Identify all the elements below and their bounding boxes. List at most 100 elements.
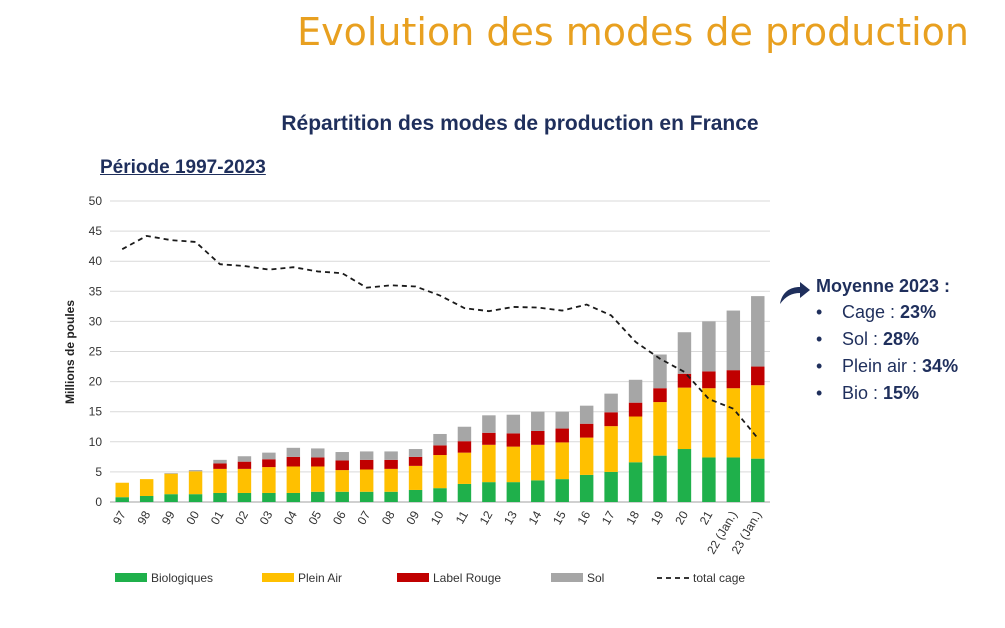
- bar-biologiques: [506, 482, 521, 502]
- averages-list: • Cage : 23% • Sol : 28% • Plein air : 34% …: [816, 302, 958, 404]
- x-tick-label: 04: [281, 508, 300, 527]
- bar-plein-air: [751, 385, 765, 459]
- bar-biologiques: [139, 495, 154, 502]
- bar-biologiques: [335, 491, 349, 502]
- bar-plein-air: [164, 473, 178, 495]
- average-plein-air: • Plein air : 34%: [816, 356, 958, 377]
- bar-biologiques: [604, 471, 618, 502]
- average-label: Bio :: [842, 383, 884, 403]
- average-value: 15%: [883, 383, 920, 403]
- period-label: Période 1997-2023: [100, 157, 266, 178]
- y-tick-label: 45: [89, 224, 103, 238]
- bar-plein-air: [482, 444, 496, 483]
- bar-biologiques: [457, 483, 472, 502]
- average-cage: • Cage : 23%: [816, 302, 958, 323]
- bar-plein-air: [555, 442, 569, 480]
- bullet-icon: •: [816, 329, 823, 349]
- bar-sol: [531, 411, 545, 431]
- bullet-icon: •: [816, 302, 823, 322]
- bar-sol: [457, 426, 472, 442]
- x-tick-label: 07: [354, 508, 373, 527]
- bar-label-rouge: [311, 457, 325, 467]
- bar-biologiques: [702, 457, 716, 502]
- legend-swatch: [262, 573, 294, 582]
- legend-label: Label Rouge: [433, 571, 501, 585]
- bar-label-rouge: [359, 459, 374, 470]
- bar-sol: [628, 379, 643, 403]
- bar-plein-air: [408, 465, 423, 490]
- bar-sol: [702, 321, 716, 372]
- slide-title: Evolution des modes de production: [297, 10, 969, 54]
- bar-biologiques: [555, 479, 569, 502]
- bar-biologiques: [653, 455, 667, 502]
- bar-sol: [653, 354, 667, 389]
- bar-label-rouge: [237, 461, 252, 469]
- bar-biologiques: [531, 480, 545, 502]
- bar-plein-air: [237, 468, 252, 493]
- bar-plein-air: [531, 444, 545, 481]
- y-tick-label: 35: [89, 284, 103, 298]
- bar-sol: [384, 451, 398, 460]
- bar-biologiques: [164, 494, 178, 502]
- x-tick-label: 19: [648, 508, 667, 527]
- x-tick-label: 16: [574, 508, 593, 527]
- bar-label-rouge: [457, 441, 472, 453]
- y-tick-label: 25: [89, 345, 103, 359]
- bar-label-rouge: [531, 430, 545, 445]
- bar-plein-air: [213, 468, 227, 493]
- y-tick-label: 0: [95, 495, 102, 509]
- x-tick-label: 98: [134, 508, 153, 527]
- bar-biologiques: [384, 491, 398, 502]
- x-axis-ticks: 97 98 99 00 01 02 03 04 05 06 07 08 09 10 11 12 13 14 15 16…: [110, 508, 764, 556]
- bar-biologiques: [482, 482, 496, 502]
- bar-plein-air: [702, 388, 716, 458]
- average-label: Cage :: [842, 302, 901, 322]
- bar-label-rouge: [677, 373, 692, 388]
- x-tick-label: 18: [623, 508, 642, 527]
- bar-plein-air: [335, 470, 349, 492]
- bar-label-rouge: [213, 463, 227, 469]
- x-tick-label: 13: [501, 508, 520, 527]
- bar-label-rouge: [433, 445, 447, 456]
- bar-label-rouge: [751, 366, 765, 386]
- y-tick-label: 10: [89, 435, 103, 449]
- average-value: 28%: [883, 329, 920, 349]
- bar-biologiques: [628, 462, 643, 502]
- bar-label-rouge: [335, 460, 349, 471]
- bar-sol: [482, 415, 496, 433]
- x-tick-label: 99: [159, 508, 178, 527]
- y-tick-label: 50: [89, 194, 103, 208]
- bar-sol: [433, 433, 447, 446]
- bullet-icon: •: [816, 356, 823, 376]
- x-tick-label: 15: [550, 508, 569, 527]
- bar-sol: [555, 411, 569, 429]
- legend-swatch: [115, 573, 147, 582]
- cage-line-layer: [121, 234, 759, 439]
- bar-plein-air: [359, 469, 374, 492]
- bar-sol: [579, 405, 594, 424]
- bar-biologiques: [677, 449, 692, 502]
- bar-sol: [262, 452, 276, 460]
- bar-plein-air: [286, 466, 301, 493]
- y-tick-label: 15: [89, 405, 103, 419]
- bar-plein-air: [579, 437, 594, 475]
- bar-label-rouge: [702, 371, 716, 389]
- bar-label-rouge: [653, 388, 667, 403]
- bar-sol: [359, 451, 374, 460]
- x-tick-label: 21: [697, 508, 716, 527]
- bar-biologiques: [408, 489, 423, 502]
- x-tick-label: 20: [672, 508, 691, 527]
- y-axis-ticks: 0 5 10 15 20 25 30 35 40 45 50: [89, 194, 103, 509]
- bar-label-rouge: [555, 428, 569, 443]
- legend-swatch: [551, 573, 583, 582]
- bar-label-rouge: [628, 402, 643, 417]
- bar-label-rouge: [579, 423, 594, 438]
- total-cage-line: [121, 234, 759, 439]
- chart-title: Répartition des modes de production en F…: [281, 112, 759, 135]
- bar-label-rouge: [506, 433, 521, 447]
- x-tick-label: 01: [208, 508, 227, 527]
- legend: Biologiques Plein Air Label Rouge Sol total …: [115, 571, 745, 585]
- bar-plein-air: [604, 426, 618, 472]
- x-tick-label: 14: [526, 508, 545, 527]
- x-tick-label: 11: [453, 508, 472, 526]
